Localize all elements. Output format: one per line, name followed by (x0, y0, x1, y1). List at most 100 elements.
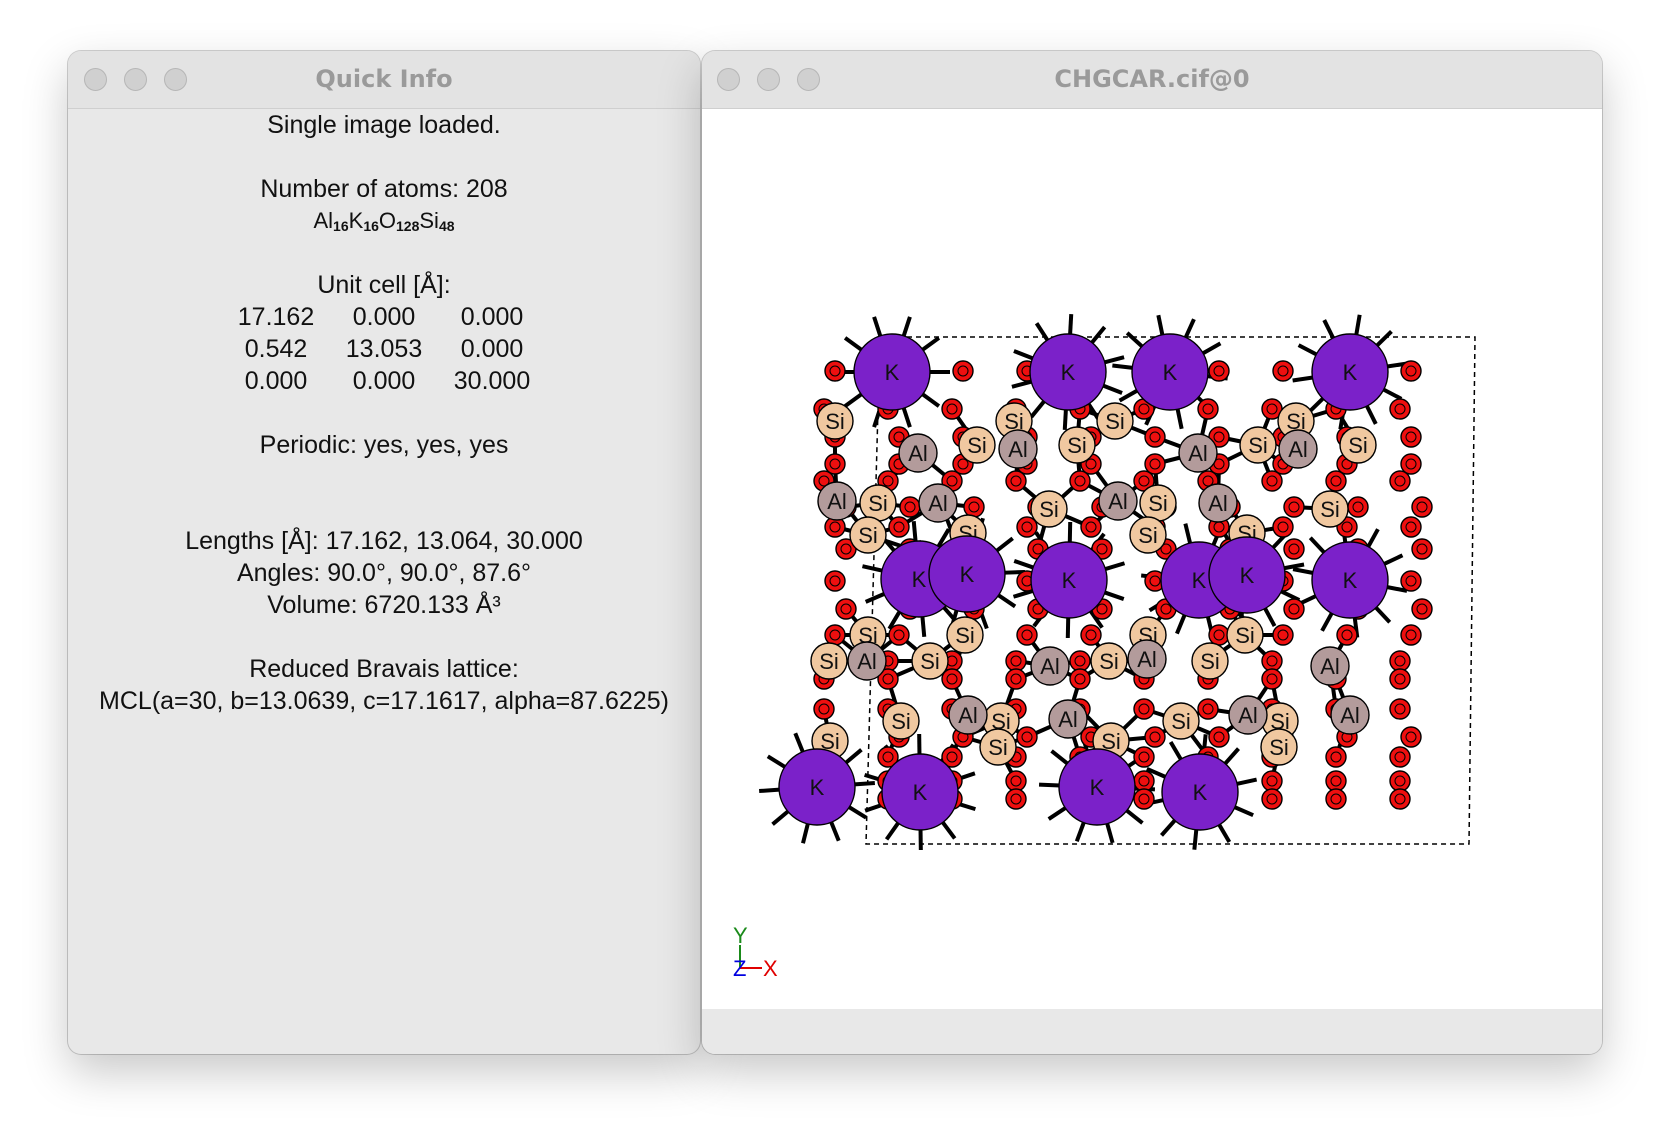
atom-label: Al (1137, 647, 1157, 672)
atom-label: Si (1270, 709, 1290, 734)
atom-o (1005, 770, 1027, 792)
atom-label: Al (1058, 707, 1078, 732)
atom-o (1411, 496, 1433, 518)
atom-o (1144, 726, 1166, 748)
atom-o (1283, 538, 1305, 560)
atom-label: Si (1067, 433, 1087, 458)
unit-cell-label: Unit cell [Å]: (317, 271, 451, 299)
atom-label: Si (920, 649, 940, 674)
minimize-button[interactable] (757, 68, 780, 91)
atom-o (813, 698, 835, 720)
formula-count: 16 (333, 218, 349, 234)
close-button[interactable] (84, 68, 107, 91)
status-text: Single image loaded. (267, 111, 501, 139)
atom-k: K (778, 748, 856, 826)
atom-k: K (1029, 333, 1107, 411)
atom-o (1208, 726, 1230, 748)
volume-text: Volume: 6720.133 Å³ (267, 591, 501, 619)
atom-al: Al (1178, 433, 1218, 473)
atom-o (1080, 516, 1102, 538)
atom-al: Al (1330, 695, 1370, 735)
atom-o (1400, 360, 1422, 382)
angles-text: Angles: 90.0°, 90.0°, 87.6° (236, 559, 532, 587)
close-button[interactable] (717, 68, 740, 91)
atom-label: Si (1004, 409, 1024, 434)
atom-label: Al (857, 649, 877, 674)
atom-si: Si (1339, 426, 1377, 464)
quick-info-title: Quick Info (315, 65, 453, 93)
atom-k: K (1208, 536, 1286, 614)
atom-label: Si (1320, 497, 1340, 522)
atom-si: Si (1162, 702, 1200, 740)
zoom-button[interactable] (164, 68, 187, 91)
atom-o (941, 398, 963, 420)
atom-label: Si (955, 623, 975, 648)
quick-info-titlebar[interactable]: Quick Info (68, 51, 700, 109)
structure-viewer-window: CHGCAR.cif@0 Si Si Si Si Si Si Si Si Si Si Si Si Si S… (702, 51, 1602, 1054)
formula-count: 16 (363, 218, 379, 234)
atom-label: Si (820, 729, 840, 754)
atom-k: K (853, 333, 931, 411)
atom-label: Si (1235, 623, 1255, 648)
formula-element: Si (419, 208, 439, 233)
quick-info-content: Single image loaded. Number of atoms: 20… (68, 109, 700, 717)
atom-si: Si (849, 516, 887, 554)
minimize-button[interactable] (124, 68, 147, 91)
atom-k: K (1311, 333, 1389, 411)
atom-label: Si (858, 523, 878, 548)
atom-label: Si (1248, 433, 1268, 458)
atom-o (1197, 398, 1219, 420)
y-axis-label: Y (733, 923, 748, 948)
structure-canvas[interactable]: Si Si Si Si Si Si Si Si Si Si Si Si Si Si Si Si Si Si Si Si… (702, 109, 1602, 1009)
chemical-formula: Al16K16O128Si48 (68, 205, 700, 237)
unit-cell-value: 0.000 (244, 367, 308, 395)
viewer-titlebar[interactable]: CHGCAR.cif@0 (702, 51, 1602, 109)
atom-al: Al (1198, 483, 1238, 523)
zoom-button[interactable] (797, 68, 820, 91)
atom-label: Si (825, 409, 845, 434)
atom-o (1325, 770, 1347, 792)
atom-o (1208, 624, 1230, 646)
atom-label: Al (1340, 703, 1360, 728)
atom-label: Si (1099, 649, 1119, 674)
atom-si: Si (911, 642, 949, 680)
atom-o (1283, 496, 1305, 518)
viewer-statusbar (702, 1009, 1602, 1054)
periodic-text: Periodic: yes, yes, yes (259, 431, 509, 459)
atom-label: Si (891, 709, 911, 734)
atom-label: Al (1108, 489, 1128, 514)
atom-o (1336, 624, 1358, 646)
unit-cell-value: 0.000 (352, 367, 416, 395)
atom-o (1389, 698, 1411, 720)
atom-o (824, 570, 846, 592)
atom-al: Al (1127, 639, 1167, 679)
atom-o (1272, 624, 1294, 646)
atom-label: Si (1105, 409, 1125, 434)
atom-label: K (960, 562, 975, 587)
atom-o (1133, 788, 1155, 810)
atom-o (1144, 426, 1166, 448)
atom-label: Al (1238, 703, 1258, 728)
unit-cell-row: 17.162 0.000 0.000 (68, 301, 700, 333)
atom-label: K (885, 360, 900, 385)
atom-al: Al (847, 641, 887, 681)
atom-si: Si (882, 702, 920, 740)
atom-label: Al (1008, 437, 1028, 462)
z-axis-label: Z (733, 956, 746, 981)
atom-o (1005, 650, 1027, 672)
atom-label: Al (1208, 491, 1228, 516)
atom-o (1272, 516, 1294, 538)
atom-si: Si (1139, 484, 1177, 522)
atom-label: K (1193, 780, 1208, 805)
atom-label: Al (1188, 441, 1208, 466)
atom-label: Al (908, 441, 928, 466)
atom-label: Al (1040, 654, 1060, 679)
atom-label: Si (1039, 497, 1059, 522)
atom-al: Al (1030, 646, 1070, 686)
atom-o (1411, 538, 1433, 560)
atom-label: K (1061, 360, 1076, 385)
atom-si: Si (1261, 702, 1299, 740)
atom-o (1400, 570, 1422, 592)
